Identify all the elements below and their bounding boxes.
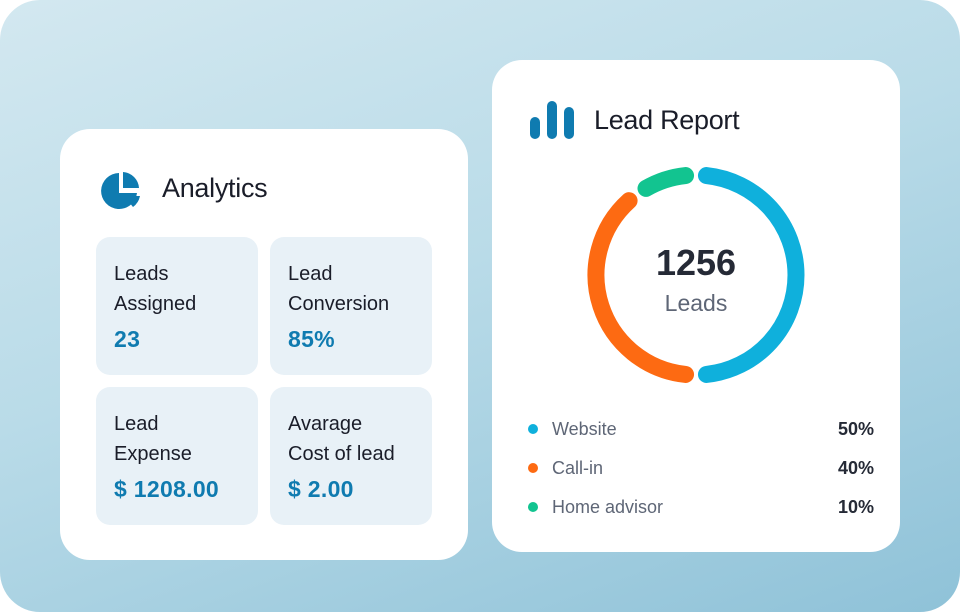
legend-percent: 10% <box>837 496 874 517</box>
legend-name: Call-in <box>552 457 604 478</box>
tile-label: Lead Conversion <box>288 263 390 315</box>
report-title: Lead Report <box>594 105 740 135</box>
tile-value: $ 1208.00 <box>114 476 220 502</box>
bar-chart-icon <box>530 101 574 139</box>
tile-label: Lead Expense <box>114 413 192 465</box>
donut-segment-website <box>697 167 805 383</box>
legend-item-home-advisor: Home advisor 10% <box>528 495 874 519</box>
tile-lead-expense: Lead Expense $ 1208.00 <box>96 387 258 525</box>
tile-average-cost: Avarage Cost of lead $ 2.00 <box>270 387 432 525</box>
analytics-card: Analytics Leads Assigned 23 Lead Convers… <box>60 129 468 560</box>
legend-name: Website <box>552 418 617 439</box>
donut-segment-call-in <box>587 192 695 383</box>
donut-chart <box>587 167 805 383</box>
tile-value: 85% <box>288 326 335 352</box>
total-leads-label: Leads <box>664 290 728 316</box>
tile-value: 23 <box>114 326 141 352</box>
lead-report-card: Lead Report 1256 Leads Website 50% Call-… <box>492 60 900 552</box>
legend-item-call-in: Call-in 40% <box>528 456 874 480</box>
legend-dot <box>528 502 538 512</box>
legend-dot <box>528 463 538 473</box>
tile-label: Leads Assigned <box>114 263 197 315</box>
legend-percent: 40% <box>837 457 874 478</box>
legend-item-website: Website 50% <box>528 417 874 441</box>
pie-chart-icon <box>101 172 140 209</box>
legend-percent: 50% <box>837 418 874 439</box>
legend-name: Home advisor <box>552 496 664 517</box>
tile-label: Avarage Cost of lead <box>288 413 395 465</box>
tile-value: $ 2.00 <box>288 476 354 502</box>
legend-dot <box>528 424 538 434</box>
total-leads-value: 1256 <box>655 242 737 283</box>
analytics-title: Analytics <box>162 173 268 203</box>
tile-leads-assigned: Leads Assigned 23 <box>96 237 258 375</box>
donut-segment-home-advisor <box>637 167 695 197</box>
tile-lead-conversion: Lead Conversion 85% <box>270 237 432 375</box>
